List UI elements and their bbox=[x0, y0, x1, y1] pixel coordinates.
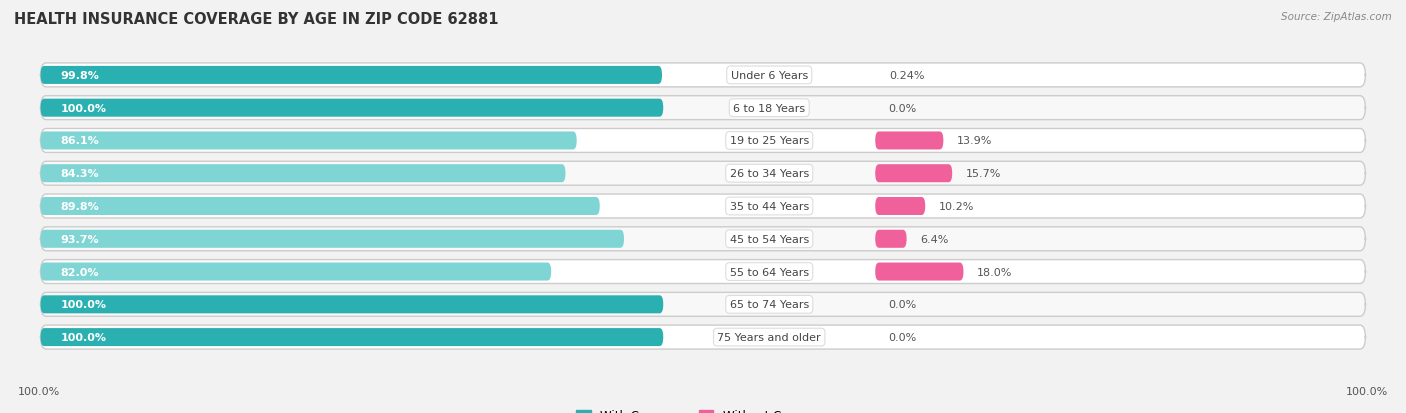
FancyBboxPatch shape bbox=[41, 230, 624, 248]
FancyBboxPatch shape bbox=[876, 230, 907, 248]
FancyBboxPatch shape bbox=[876, 165, 952, 183]
FancyBboxPatch shape bbox=[41, 195, 1365, 218]
FancyBboxPatch shape bbox=[41, 129, 1365, 153]
Text: 0.0%: 0.0% bbox=[889, 332, 917, 342]
Text: 86.1%: 86.1% bbox=[60, 136, 100, 146]
Text: 100.0%: 100.0% bbox=[60, 103, 107, 114]
Text: 13.9%: 13.9% bbox=[956, 136, 993, 146]
FancyBboxPatch shape bbox=[876, 197, 925, 216]
Text: 89.8%: 89.8% bbox=[60, 202, 100, 211]
FancyBboxPatch shape bbox=[41, 197, 600, 216]
FancyBboxPatch shape bbox=[41, 296, 664, 313]
FancyBboxPatch shape bbox=[41, 132, 576, 150]
FancyBboxPatch shape bbox=[41, 162, 1365, 186]
FancyBboxPatch shape bbox=[41, 67, 662, 85]
Text: 19 to 25 Years: 19 to 25 Years bbox=[730, 136, 808, 146]
Text: 45 to 54 Years: 45 to 54 Years bbox=[730, 234, 808, 244]
Text: 65 to 74 Years: 65 to 74 Years bbox=[730, 299, 808, 310]
Text: 55 to 64 Years: 55 to 64 Years bbox=[730, 267, 808, 277]
Text: 75 Years and older: 75 Years and older bbox=[717, 332, 821, 342]
FancyBboxPatch shape bbox=[41, 325, 1365, 349]
FancyBboxPatch shape bbox=[41, 227, 1365, 251]
Text: 0.0%: 0.0% bbox=[889, 299, 917, 310]
Text: 100.0%: 100.0% bbox=[60, 332, 107, 342]
Text: 93.7%: 93.7% bbox=[60, 234, 98, 244]
FancyBboxPatch shape bbox=[41, 165, 565, 183]
Text: 0.0%: 0.0% bbox=[889, 103, 917, 114]
Text: HEALTH INSURANCE COVERAGE BY AGE IN ZIP CODE 62881: HEALTH INSURANCE COVERAGE BY AGE IN ZIP … bbox=[14, 12, 499, 27]
FancyBboxPatch shape bbox=[876, 132, 943, 150]
Text: 6 to 18 Years: 6 to 18 Years bbox=[733, 103, 806, 114]
Text: 26 to 34 Years: 26 to 34 Years bbox=[730, 169, 808, 179]
FancyBboxPatch shape bbox=[41, 260, 1365, 284]
FancyBboxPatch shape bbox=[41, 97, 1365, 120]
Text: 35 to 44 Years: 35 to 44 Years bbox=[730, 202, 808, 211]
FancyBboxPatch shape bbox=[41, 263, 551, 281]
Text: 18.0%: 18.0% bbox=[977, 267, 1012, 277]
Text: 100.0%: 100.0% bbox=[1346, 387, 1388, 396]
Text: Source: ZipAtlas.com: Source: ZipAtlas.com bbox=[1281, 12, 1392, 22]
Text: 99.8%: 99.8% bbox=[60, 71, 100, 81]
Text: 100.0%: 100.0% bbox=[18, 387, 60, 396]
FancyBboxPatch shape bbox=[876, 263, 963, 281]
Text: 15.7%: 15.7% bbox=[966, 169, 1001, 179]
Text: 10.2%: 10.2% bbox=[938, 202, 974, 211]
FancyBboxPatch shape bbox=[41, 64, 1365, 88]
Text: Under 6 Years: Under 6 Years bbox=[731, 71, 808, 81]
Text: 0.24%: 0.24% bbox=[890, 71, 925, 81]
Text: 100.0%: 100.0% bbox=[60, 299, 107, 310]
FancyBboxPatch shape bbox=[41, 328, 664, 346]
Legend: With Coverage, Without Coverage: With Coverage, Without Coverage bbox=[572, 404, 834, 413]
Text: 82.0%: 82.0% bbox=[60, 267, 98, 277]
Text: 84.3%: 84.3% bbox=[60, 169, 98, 179]
FancyBboxPatch shape bbox=[41, 100, 664, 117]
FancyBboxPatch shape bbox=[41, 293, 1365, 316]
Text: 6.4%: 6.4% bbox=[920, 234, 948, 244]
